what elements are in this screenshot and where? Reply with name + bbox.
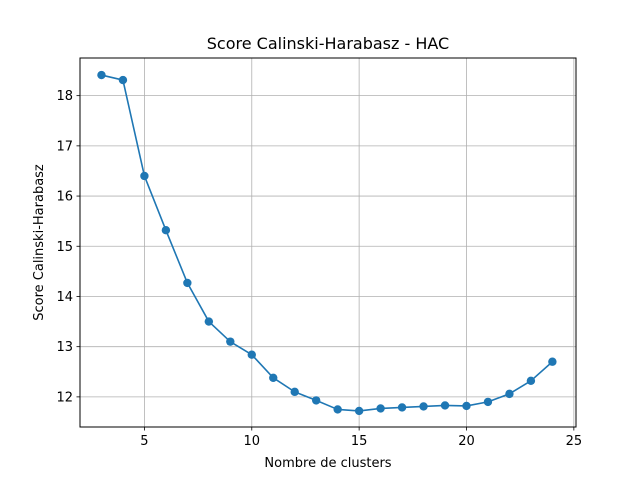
data-point (376, 404, 385, 413)
data-point (204, 317, 214, 326)
plot-area-frame (79, 57, 577, 428)
x-tick-label: 10 (244, 434, 261, 449)
y-axis-label: Score Calinski-Harabasz (32, 164, 47, 321)
grid-lines (80, 58, 576, 427)
data-point (161, 226, 171, 235)
y-tick-label: 12 (56, 390, 73, 405)
data-point (269, 373, 278, 382)
data-point (526, 376, 536, 386)
x-tick-label: 20 (458, 434, 475, 449)
x-axis-label: Nombre de clusters (264, 456, 391, 471)
y-tick-label: 15 (56, 240, 73, 255)
x-tick-label: 25 (566, 434, 583, 449)
data-point (140, 171, 149, 181)
y-tick-label: 18 (56, 89, 73, 104)
x-tick-label: 5 (140, 434, 148, 449)
series-line (101, 74, 553, 412)
data-point (183, 278, 192, 288)
data-point (354, 406, 364, 416)
data-point (247, 350, 256, 359)
axis-ticks: 5 10 15 20 25 12 13 14 15 16 17 18 (56, 89, 582, 449)
data-point (226, 337, 235, 346)
x-tick-label: 15 (351, 434, 368, 449)
series-layer (97, 70, 557, 416)
data-point (548, 357, 557, 366)
data-point (290, 387, 299, 397)
y-tick-label: 13 (56, 340, 73, 355)
data-point (483, 397, 493, 407)
data-point (440, 401, 450, 410)
data-point (505, 389, 514, 399)
y-tick-label: 17 (56, 139, 73, 154)
data-point (333, 405, 342, 414)
data-point (97, 70, 106, 80)
y-tick-label: 14 (56, 290, 73, 305)
data-point (462, 401, 471, 411)
y-tick-label: 16 (56, 190, 73, 205)
data-point (118, 75, 128, 85)
data-point (311, 396, 321, 405)
data-point (397, 403, 407, 412)
data-point (419, 402, 428, 411)
chart-title: Score Calinski-Harabasz - HAC (207, 34, 449, 53)
